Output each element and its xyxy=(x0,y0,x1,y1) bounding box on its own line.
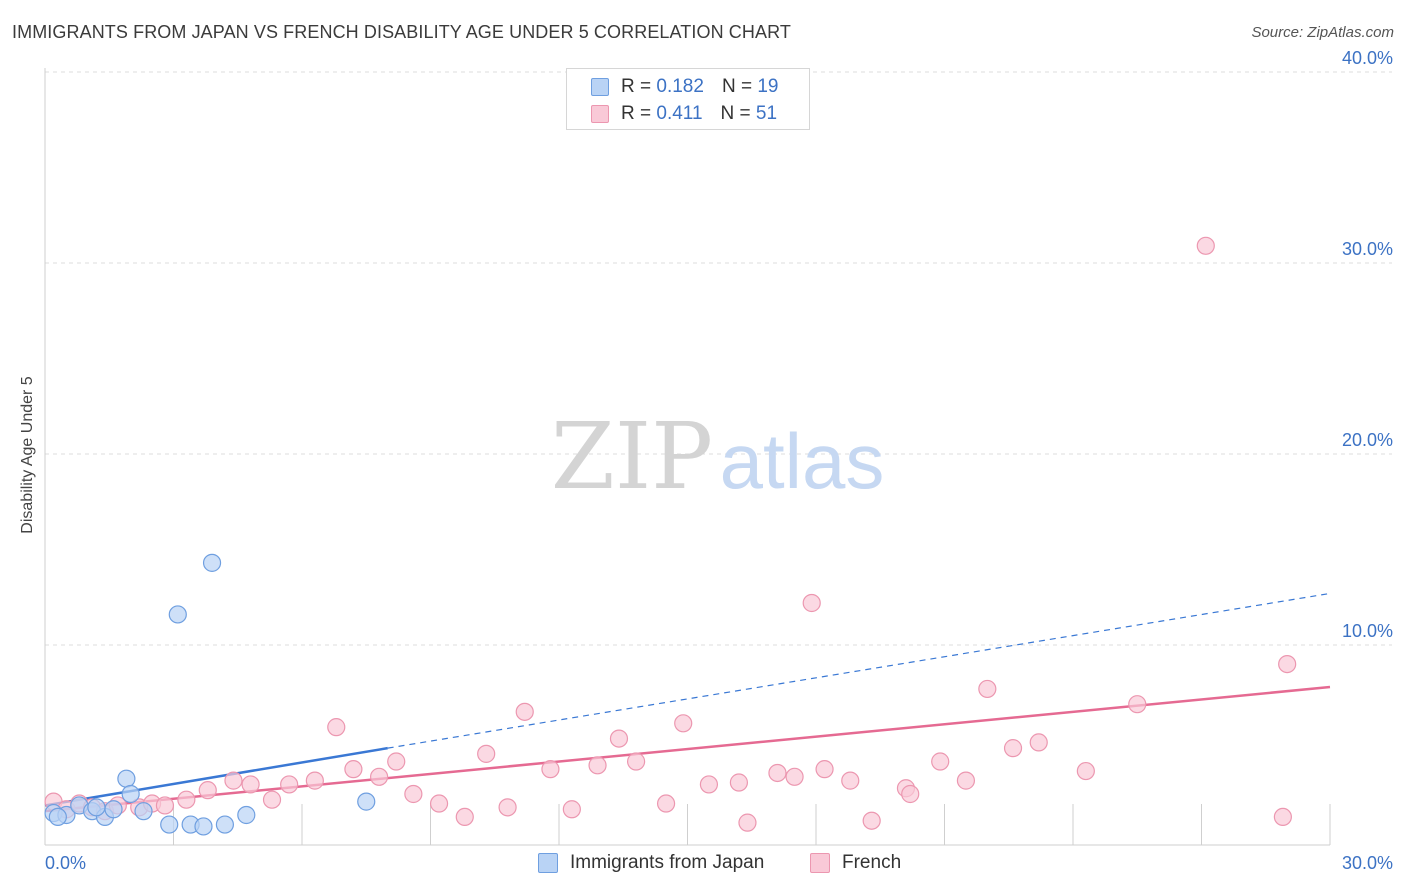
data-points xyxy=(44,236,1297,836)
legend-label-japan: Immigrants from Japan xyxy=(570,852,765,873)
y-tick-label: 40.0% xyxy=(1342,48,1393,68)
french-point xyxy=(198,781,217,800)
french-point xyxy=(370,767,389,786)
tick-labels: 10.0% 20.0% 30.0% 40.0% 0.0% 30.0% xyxy=(45,48,1393,873)
watermark-atlas: atlas xyxy=(720,417,885,505)
french-swatch xyxy=(591,105,609,123)
french-point xyxy=(1273,807,1292,827)
french-point xyxy=(862,811,881,830)
r-label: R = xyxy=(621,103,652,124)
french-point xyxy=(155,796,175,815)
y-tick-label: 30.0% xyxy=(1342,239,1393,259)
n-label: N = xyxy=(720,103,751,124)
y-tick-label: 20.0% xyxy=(1342,430,1393,450)
r-value-french: 0.411 xyxy=(656,103,703,124)
n-value-french: 51 xyxy=(755,103,778,124)
french-point xyxy=(262,790,282,809)
source-label: Source: ZipAtlas.com xyxy=(1251,24,1394,41)
japan-point xyxy=(215,815,234,834)
axes xyxy=(44,68,1331,846)
japan-point xyxy=(134,802,153,821)
french-point xyxy=(626,752,646,771)
french-trend-line xyxy=(44,685,1331,813)
stats-legend: R = 0.182 N = 19 R = 0.411 N = 51 xyxy=(566,68,810,130)
japan-point xyxy=(87,798,106,817)
japan-point xyxy=(117,769,136,788)
french-point xyxy=(729,773,749,792)
japan-point xyxy=(168,605,187,624)
stats-row-japan: R = 0.182 N = 19 xyxy=(591,75,778,99)
japan-point xyxy=(357,792,376,811)
japan-point xyxy=(194,817,213,836)
x-tick-label-max: 30.0% xyxy=(1342,853,1393,873)
r-label: R = xyxy=(621,76,652,97)
n-value-japan: 19 xyxy=(757,76,779,97)
french-point xyxy=(515,702,534,721)
watermark: ZIP atlas xyxy=(551,403,884,510)
french-point xyxy=(541,760,560,779)
french-point xyxy=(327,718,346,737)
french-point xyxy=(1003,739,1023,758)
french-point xyxy=(931,752,950,771)
french-point xyxy=(1076,761,1095,781)
french-point xyxy=(609,729,629,748)
japan-swatch xyxy=(591,78,609,96)
grid xyxy=(45,71,1392,646)
n-label: N = xyxy=(721,76,753,97)
french-point xyxy=(1128,695,1147,714)
french-point xyxy=(674,714,693,733)
french-point xyxy=(978,679,997,699)
x-tick-label-min: 0.0% xyxy=(45,853,86,873)
french-point xyxy=(404,784,423,804)
french-point xyxy=(429,794,449,813)
french-point xyxy=(562,800,581,819)
french-point xyxy=(241,775,260,794)
french-point xyxy=(280,775,299,794)
french-point xyxy=(815,760,834,779)
chart-title: IMMIGRANTS FROM JAPAN VS FRENCH DISABILI… xyxy=(12,22,791,42)
french-point xyxy=(656,794,676,813)
french-point xyxy=(901,784,920,804)
french-point xyxy=(344,760,363,779)
french-point xyxy=(768,763,787,783)
japan-point xyxy=(121,784,140,804)
french-point xyxy=(1196,236,1215,255)
french-point xyxy=(588,756,607,775)
japan-point xyxy=(202,553,222,572)
french-point xyxy=(699,775,719,794)
french-legend-swatch xyxy=(810,853,830,873)
legend-item-japan[interactable]: Immigrants from Japan xyxy=(538,852,764,874)
japan-legend-swatch xyxy=(538,853,558,873)
french-point xyxy=(785,767,804,786)
y-tick-label: 10.0% xyxy=(1342,621,1393,641)
japan-point xyxy=(104,800,123,819)
legend-label-french: French xyxy=(842,852,902,873)
japan-point xyxy=(160,815,179,834)
french-point xyxy=(738,813,757,832)
french-point xyxy=(802,593,821,613)
r-value-japan: 0.182 xyxy=(656,76,704,97)
french-point xyxy=(956,771,976,790)
series-legend: Immigrants from Japan French xyxy=(0,852,1406,878)
stats-row-french: R = 0.411 N = 51 xyxy=(591,102,777,126)
french-point xyxy=(498,798,517,817)
legend-item-french[interactable]: French xyxy=(810,852,901,874)
japan-trend-extension xyxy=(387,592,1331,749)
french-point xyxy=(477,744,496,763)
watermark-zip: ZIP xyxy=(551,403,713,510)
trend-lines xyxy=(44,592,1331,813)
french-point xyxy=(305,771,324,790)
french-point xyxy=(455,807,474,827)
french-point xyxy=(177,790,196,809)
french-point xyxy=(387,752,406,771)
french-point xyxy=(1278,654,1297,674)
french-point xyxy=(224,771,243,790)
french-point xyxy=(841,771,860,790)
japan-trend-line xyxy=(44,746,388,807)
japan-point xyxy=(48,807,67,827)
japan-point xyxy=(237,805,256,825)
french-point xyxy=(1029,733,1048,752)
